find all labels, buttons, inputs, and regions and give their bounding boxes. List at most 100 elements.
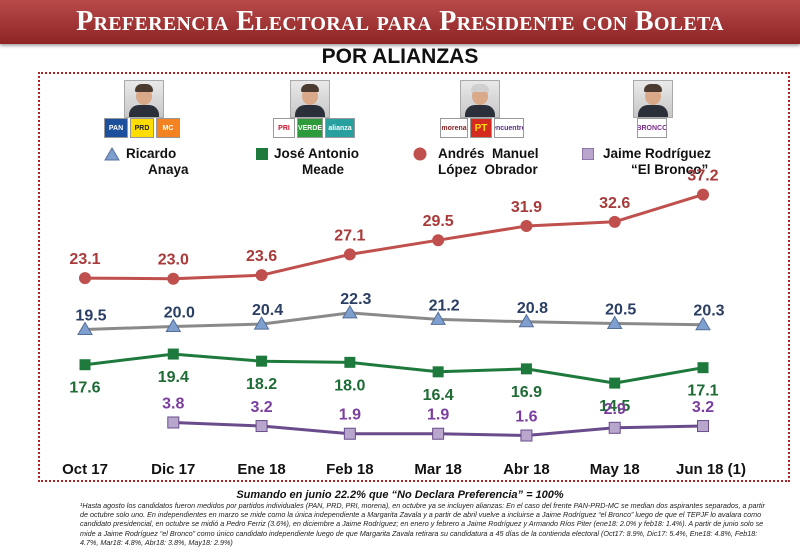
series-line-andres-manuel-lopez-obrador: [84, 193, 704, 281]
point-andres-manuel-lopez-obrador-0: [79, 272, 91, 285]
point-ricardo-anaya-6: [606, 315, 623, 330]
x-tick-label-7: Jun 18 (1): [676, 461, 746, 478]
prd-logo: PRD: [130, 118, 154, 138]
morena-logo: morena: [440, 118, 468, 138]
lopez-obrador-photo: [460, 80, 500, 118]
x-tick-label-4: Mar 18: [414, 461, 462, 478]
point-jose-antonio-meade-5: [520, 363, 532, 375]
data-label-jaime-rodriguez-el-bronco-4: 1.9: [427, 407, 449, 424]
x-tick-label-3: Feb 18: [326, 461, 374, 478]
data-label-andres-manuel-lopez-obrador-5: 31.9: [511, 199, 542, 216]
point-jaime-rodriguez-el-bronco-5: [520, 429, 533, 442]
point-jaime-rodriguez-el-bronco-4: [432, 427, 445, 440]
data-label-ricardo-anaya-4: 21.2: [429, 297, 460, 314]
legend-label-lopez-obrador: Andrés Manuel López Obrador: [438, 146, 539, 177]
point-jaime-rodriguez-el-bronco-7: [697, 420, 709, 433]
alianza-logo: alianza: [325, 118, 355, 138]
encuentro-logo: encuentro: [494, 118, 524, 138]
pan-logo: PAN: [104, 118, 128, 138]
page-title: Preferencia Electoral para Presidente co…: [76, 6, 724, 37]
title-banner: Preferencia Electoral para Presidente co…: [0, 0, 800, 44]
bronco-logo: BRONCO: [637, 118, 667, 138]
x-tick-label-5: Abr 18: [503, 461, 550, 478]
legend-marker-anaya: [104, 147, 120, 161]
point-andres-manuel-lopez-obrador-6: [608, 215, 621, 228]
point-jaime-rodriguez-el-bronco-2: [255, 420, 268, 433]
x-tick-label-0: Oct 17: [62, 461, 108, 478]
pri-logo: PRI: [273, 118, 295, 138]
data-label-andres-manuel-lopez-obrador-2: 23.6: [246, 248, 277, 265]
data-label-andres-manuel-lopez-obrador-7: 37.2: [687, 168, 718, 185]
point-jose-antonio-meade-7: [697, 362, 709, 374]
data-label-jaime-rodriguez-el-bronco-1: 3.8: [162, 395, 184, 412]
point-ricardo-anaya-2: [253, 316, 270, 330]
summary-note: Sumando en junio 22.2% que “No Declara P…: [236, 489, 564, 501]
data-label-jose-antonio-meade-2: 18.2: [246, 376, 277, 393]
x-tick-label-6: May 18: [590, 461, 640, 478]
x-tick-label-1: Dic 17: [151, 461, 195, 478]
point-andres-manuel-lopez-obrador-4: [432, 234, 445, 247]
point-ricardo-anaya-4: [430, 311, 447, 325]
data-label-jose-antonio-meade-1: 19.4: [158, 369, 189, 386]
point-andres-manuel-lopez-obrador-5: [520, 219, 533, 232]
el-bronco-photo: [633, 80, 673, 118]
data-label-andres-manuel-lopez-obrador-6: 32.6: [599, 195, 630, 212]
data-label-jaime-rodriguez-el-bronco-5: 1.6: [515, 409, 537, 426]
point-ricardo-anaya-0: [77, 321, 93, 335]
point-andres-manuel-lopez-obrador-2: [255, 269, 268, 282]
mc-logo: MC: [156, 118, 180, 138]
lopez-obrador-party-logos: morena PT encuentro: [440, 118, 524, 138]
data-label-jose-antonio-meade-7: 17.1: [687, 383, 718, 400]
point-ricardo-anaya-7: [695, 316, 711, 331]
point-jose-antonio-meade-6: [609, 377, 621, 389]
legend-label-anaya: Ricardo Anaya: [126, 146, 189, 177]
point-ricardo-anaya-5: [518, 313, 535, 328]
data-label-andres-manuel-lopez-obrador-4: 29.5: [423, 213, 454, 230]
data-label-andres-manuel-lopez-obrador-3: 27.1: [334, 227, 365, 244]
data-label-jaime-rodriguez-el-bronco-2: 3.2: [250, 399, 272, 416]
anaya-party-logos: PAN PRD MC: [104, 118, 180, 138]
point-jose-antonio-meade-4: [432, 366, 444, 378]
point-andres-manuel-lopez-obrador-1: [167, 272, 180, 285]
data-label-jaime-rodriguez-el-bronco-6: 2.9: [604, 401, 626, 418]
series-line-ricardo-anaya: [84, 311, 704, 331]
legend-marker-meade: [256, 148, 268, 160]
data-label-ricardo-anaya-1: 20.0: [164, 305, 195, 322]
chart-frame: [38, 72, 790, 482]
data-label-ricardo-anaya-3: 22.3: [340, 291, 371, 308]
point-jose-antonio-meade-3: [344, 356, 356, 368]
data-label-jose-antonio-meade-5: 16.9: [511, 384, 542, 401]
point-jaime-rodriguez-el-bronco-6: [608, 421, 621, 434]
legend-label-meade: José Antonio Meade: [274, 146, 360, 177]
data-label-jose-antonio-meade-4: 16.4: [423, 387, 454, 404]
anaya-photo: [124, 80, 164, 118]
data-label-jaime-rodriguez-el-bronco-3: 1.9: [339, 407, 361, 424]
legend-marker-el-bronco: [582, 148, 594, 160]
el-bronco-logo-group: BRONCO: [637, 118, 667, 138]
page-subtitle: POR ALIANZAS: [321, 45, 479, 68]
legend-label-el-bronco: Jaime Rodríguez “El Bronco”: [603, 146, 712, 177]
data-label-ricardo-anaya-0: 19.5: [75, 307, 106, 324]
data-label-ricardo-anaya-7: 20.3: [693, 303, 724, 320]
data-label-ricardo-anaya-6: 20.5: [605, 302, 636, 319]
data-label-andres-manuel-lopez-obrador-0: 23.1: [69, 251, 100, 268]
legend-marker-lopez-obrador: [413, 147, 427, 161]
data-label-andres-manuel-lopez-obrador-1: 23.0: [158, 252, 189, 269]
point-ricardo-anaya-3: [341, 304, 358, 319]
point-jose-antonio-meade-0: [79, 359, 91, 371]
point-jose-antonio-meade-2: [256, 355, 268, 367]
data-label-jose-antonio-meade-3: 18.0: [334, 377, 365, 394]
pt-logo: PT: [470, 118, 492, 138]
verde-logo: VERDE: [297, 118, 323, 138]
data-label-jose-antonio-meade-0: 17.6: [69, 380, 100, 397]
meade-photo: [290, 80, 330, 118]
methodology-notes: ¹Hasta agosto los candidatos fueron medi…: [80, 501, 765, 547]
data-label-ricardo-anaya-2: 20.4: [252, 302, 283, 319]
point-ricardo-anaya-1: [165, 318, 182, 332]
point-andres-manuel-lopez-obrador-3: [343, 248, 356, 261]
meade-party-logos: PRI VERDE alianza: [273, 118, 355, 138]
x-tick-label-2: Ene 18: [237, 461, 285, 478]
data-label-jaime-rodriguez-el-bronco-7: 3.2: [692, 399, 714, 416]
series-line-jose-antonio-meade: [84, 352, 704, 385]
